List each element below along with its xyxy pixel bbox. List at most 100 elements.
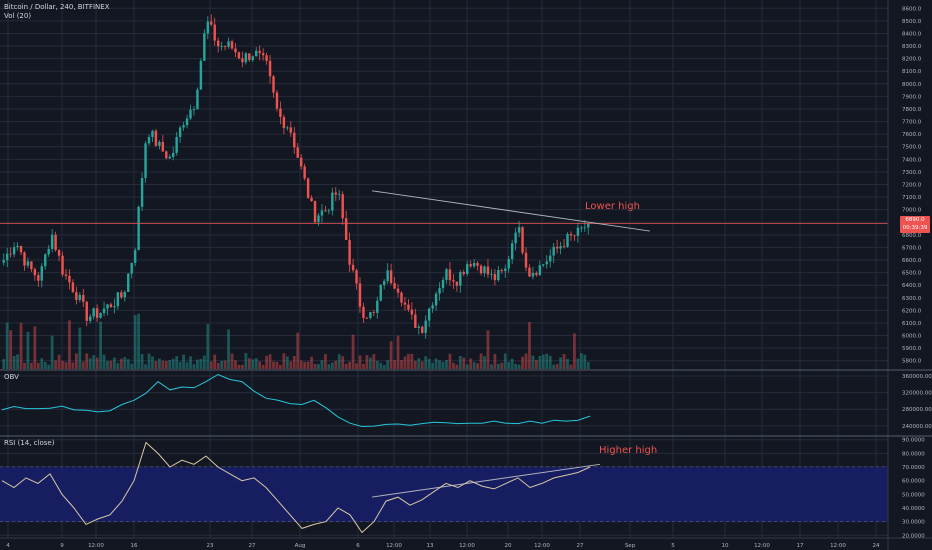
volume-bar <box>337 354 341 369</box>
candle-body <box>140 178 144 207</box>
candle-body <box>265 55 268 61</box>
candle-body <box>144 143 147 179</box>
candlestick-series[interactable] <box>2 14 590 339</box>
volume-bar <box>154 361 158 369</box>
candle-body <box>410 309 414 315</box>
volume-bar <box>503 353 507 369</box>
time-axis-tick: 12:00 <box>754 543 770 549</box>
candle-body <box>234 48 237 53</box>
volume-bar <box>81 361 85 369</box>
symbol-legend[interactable]: Bitcoin / Dollar, 240, BITFINEX <box>4 3 110 11</box>
candle-body <box>358 283 362 307</box>
price-axis-tick: 5900.0 <box>902 346 922 352</box>
volume-legend[interactable]: Vol (20) <box>4 12 31 20</box>
volume-bar <box>92 355 96 369</box>
volume-bar <box>30 362 33 369</box>
candle-body <box>88 316 92 321</box>
lower-high-annotation[interactable]: Lower high <box>585 201 640 212</box>
price-axis-tick: 7500.0 <box>902 145 922 151</box>
candle-body <box>552 246 555 256</box>
candle-body <box>244 53 248 63</box>
volume-bar <box>199 359 203 369</box>
rsi-axis-tick: 70.0000 <box>902 465 925 471</box>
volume-bar <box>448 353 452 369</box>
volume-bar <box>209 361 213 369</box>
volume-bar <box>237 364 241 369</box>
rsi-series[interactable] <box>1 441 591 534</box>
volume-bar <box>147 353 151 369</box>
rsi-label[interactable]: RSI (14, close) <box>4 439 55 447</box>
price-axis-tick: 8000.0 <box>902 82 922 88</box>
candle-body <box>469 264 472 267</box>
volume-bar <box>445 360 448 369</box>
candle-body <box>396 288 400 293</box>
time-axis-tick: 10 <box>722 543 729 549</box>
volume-bar <box>541 354 545 369</box>
obv-series[interactable] <box>1 373 591 428</box>
volume-bar <box>407 353 410 369</box>
volume-bar <box>441 361 445 369</box>
candle-body <box>213 24 216 41</box>
candle-body <box>147 137 151 144</box>
candle-body <box>30 261 33 270</box>
volume-bar <box>247 358 251 369</box>
candle-body <box>476 263 479 266</box>
volume-bar <box>50 335 54 369</box>
higher-high-annotation[interactable]: Higher high <box>599 445 658 456</box>
volume-bar <box>458 355 462 369</box>
volume-bar <box>47 364 51 369</box>
volume-bar <box>213 354 217 369</box>
price-axis-tick: 6300.0 <box>902 296 922 302</box>
rsi-axis-tick: 40.0000 <box>902 506 925 512</box>
symbol-title[interactable]: Bitcoin / Dollar, 240, BITFINEX <box>4 3 110 11</box>
volume-bar <box>566 358 569 369</box>
candle-body <box>220 46 223 47</box>
candle-body <box>490 274 493 275</box>
volume-bar <box>161 360 165 369</box>
volume-bar <box>68 320 71 369</box>
volume-bar <box>583 354 587 369</box>
volume-label[interactable]: Vol (20) <box>4 12 32 20</box>
candle-body <box>154 130 158 146</box>
candle-body <box>178 127 182 137</box>
volume-bar <box>521 356 524 369</box>
candle-body <box>199 60 203 90</box>
volume-bar <box>151 356 154 369</box>
price-axis-tick: 7200.0 <box>902 183 922 189</box>
candle-body <box>251 56 254 61</box>
candle-body <box>431 305 434 309</box>
candle-body <box>310 197 313 202</box>
obv-label[interactable]: OBV <box>4 373 19 381</box>
price-axis-tick: 8400.0 <box>902 31 922 37</box>
pane-separators[interactable] <box>0 369 932 437</box>
time-axis-tick: 20 <box>505 543 512 549</box>
candle-body <box>216 40 220 47</box>
volume-bar <box>517 364 521 369</box>
candle-body <box>54 234 57 251</box>
candle-body <box>355 270 358 284</box>
candle-body <box>372 312 376 313</box>
candle-body <box>227 41 230 47</box>
obv-axis-tick: 360000.0000 <box>902 374 932 380</box>
candle-body <box>462 272 465 275</box>
volume-bar <box>289 361 293 369</box>
volume-bar <box>545 353 549 369</box>
candle-body <box>421 326 424 333</box>
candle-body <box>293 132 296 148</box>
rsi-legend[interactable]: RSI (14, close) <box>4 439 54 447</box>
candle-body <box>9 253 12 255</box>
candle-body <box>5 253 9 261</box>
volume-bar <box>268 354 272 369</box>
time-axis-tick: 12:00 <box>534 543 550 549</box>
volume-bar <box>254 358 258 369</box>
volume-bar <box>462 357 466 369</box>
volume-bar <box>576 358 580 369</box>
obv-legend[interactable]: OBV <box>4 373 19 381</box>
volume-bar <box>164 361 168 369</box>
volume-bar <box>64 362 68 369</box>
volume-bar <box>355 363 358 369</box>
volume-bar <box>133 315 137 369</box>
price-axis-tick: 6200.0 <box>902 308 922 314</box>
volume-bar <box>9 330 13 369</box>
volume-bar <box>493 354 497 369</box>
